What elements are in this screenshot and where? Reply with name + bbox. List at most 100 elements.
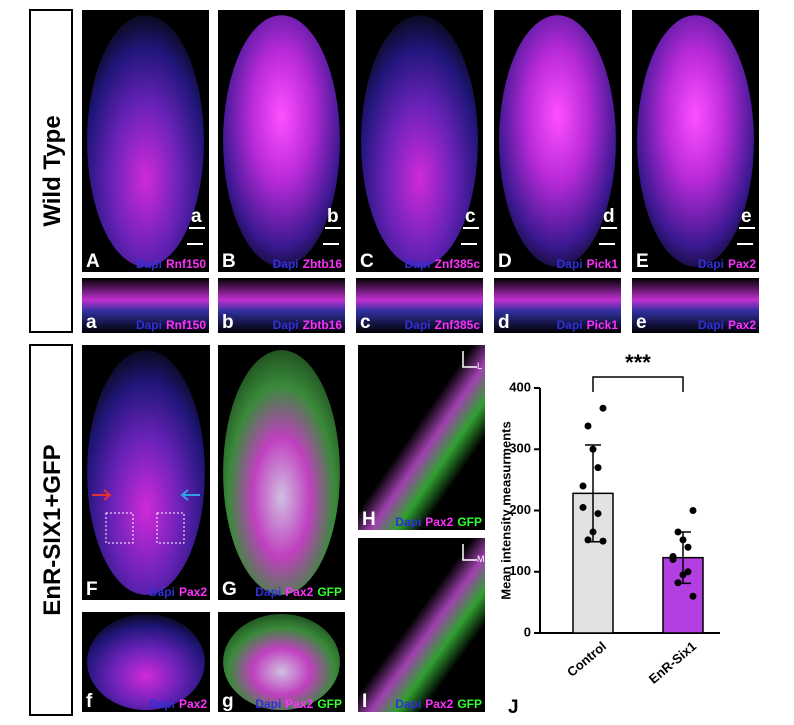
row-label: Wild Type	[39, 115, 66, 226]
y-tick-label: 400	[509, 379, 531, 394]
stain-labels: Dapi Pax2	[698, 318, 756, 332]
tissue	[499, 15, 616, 267]
orientation-axes	[462, 544, 477, 561]
stain-labels: Dapi Pax2 GFP	[255, 697, 342, 711]
panel-letter: I	[362, 691, 367, 712]
stain-labels: Dapi Zbtb16	[273, 257, 343, 271]
panel-letter: J	[508, 697, 519, 718]
panel-letter: d	[498, 312, 510, 333]
stain-label: Dapi	[273, 257, 299, 271]
stain-label: Zbtb16	[303, 257, 343, 271]
stain-label: Zbtb16	[303, 318, 343, 332]
y-tick-label: 0	[524, 624, 531, 639]
stain-label: GFP	[317, 585, 342, 599]
panel-letter: a	[86, 312, 97, 333]
stain-labels: Dapi Pick1	[557, 257, 619, 271]
orientation-label: M	[477, 554, 485, 564]
stain-label: Dapi	[136, 318, 162, 332]
stain-label: GFP	[457, 515, 482, 529]
stain-label: Pax2	[179, 585, 207, 599]
tissue	[87, 15, 204, 267]
stain-label: Dapi	[405, 318, 431, 332]
data-point	[579, 482, 587, 490]
data-point	[584, 536, 592, 544]
stain-label: Dapi	[395, 697, 421, 711]
panel-letter: E	[636, 251, 649, 272]
stain-labels: Dapi Pax2 GFP	[395, 515, 482, 529]
data-point	[674, 579, 682, 587]
tissue	[218, 278, 345, 333]
panel-letter: e	[636, 312, 647, 333]
stain-label: Dapi	[149, 585, 175, 599]
significance: ***	[625, 350, 651, 375]
tissue	[494, 278, 621, 333]
data-point	[594, 464, 602, 472]
inset-label: c	[465, 206, 476, 227]
data-point	[679, 536, 687, 544]
stain-labels: Dapi Zbtb16	[273, 318, 343, 332]
row-box	[29, 9, 73, 333]
panel-letter: G	[222, 579, 237, 600]
stain-labels: Dapi Znf385c	[405, 318, 481, 332]
stain-label: Pax2	[179, 697, 207, 711]
stain-labels: Dapi Pax2 GFP	[395, 697, 482, 711]
stain-label: Dapi	[149, 697, 175, 711]
data-point	[684, 543, 692, 551]
data-point	[579, 503, 587, 511]
panel-letter: D	[498, 251, 512, 272]
tissue	[87, 350, 205, 595]
orientation-axes	[462, 351, 477, 368]
stain-label: Dapi	[255, 697, 281, 711]
tissue	[82, 278, 209, 333]
panel-letter: F	[86, 579, 98, 600]
stain-labels: Dapi Rnf150	[136, 257, 206, 271]
data-point	[584, 422, 592, 430]
panel-letter: c	[360, 312, 371, 333]
data-point	[589, 445, 597, 453]
panel-letter: H	[362, 509, 376, 530]
stain-label: Pax2	[285, 697, 313, 711]
y-tick-label: 300	[509, 441, 531, 456]
stain-label: Dapi	[136, 257, 162, 271]
tissue	[223, 350, 340, 595]
tissue	[361, 15, 478, 267]
stain-label: Znf385c	[435, 318, 481, 332]
inset-label: d	[603, 206, 615, 227]
stain-label: Dapi	[557, 318, 583, 332]
tissue	[358, 345, 485, 530]
panel-letter: g	[222, 691, 234, 712]
data-point	[669, 556, 677, 563]
stain-label: Pax2	[285, 585, 313, 599]
stain-labels: Dapi Pick1	[557, 318, 619, 332]
arrow	[180, 489, 200, 501]
stain-label: Pax2	[728, 257, 756, 271]
stain-label: Dapi	[698, 318, 724, 332]
stain-label: GFP	[317, 697, 342, 711]
stain-label: Pax2	[425, 697, 453, 711]
row-label: EnR-SIX1+GFP	[39, 444, 66, 615]
data-point	[589, 528, 597, 536]
stain-labels: Dapi Pax2	[149, 697, 207, 711]
inset-label: a	[191, 206, 202, 227]
stain-label: Pick1	[587, 257, 619, 271]
panel-letter: B	[222, 251, 236, 272]
stain-label: Dapi	[255, 585, 281, 599]
data-point	[679, 571, 687, 579]
tissue	[223, 15, 340, 267]
roi-box	[105, 512, 134, 544]
y-axis-title: Mean intensity measurments	[498, 421, 513, 599]
stain-labels: Dapi Rnf150	[136, 318, 206, 332]
stain-label: Pick1	[587, 318, 619, 332]
row-box	[29, 344, 73, 716]
stain-label: GFP	[457, 697, 482, 711]
panel-letter: A	[86, 251, 100, 272]
stain-label: Znf385c	[435, 257, 481, 271]
tissue	[356, 278, 483, 333]
stain-label: Dapi	[395, 515, 421, 529]
tissue	[223, 614, 340, 710]
x-tick-label: EnR-Six1	[646, 638, 699, 686]
tissue	[87, 614, 205, 710]
inset-label: e	[741, 206, 752, 227]
